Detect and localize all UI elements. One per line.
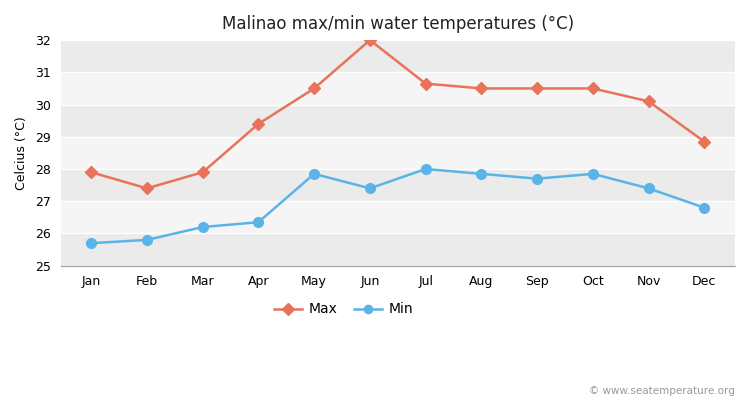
Min xyxy=(365,186,374,191)
Min xyxy=(422,167,430,172)
Min xyxy=(310,172,319,176)
Bar xyxy=(61,201,735,234)
Min xyxy=(532,176,542,181)
Min xyxy=(477,172,486,176)
Title: Malinao max/min water temperatures (°C): Malinao max/min water temperatures (°C) xyxy=(222,15,574,33)
Min xyxy=(254,220,263,224)
Bar xyxy=(61,72,735,104)
Bar xyxy=(61,40,735,72)
Bar xyxy=(61,104,735,137)
Y-axis label: Celcius (°C): Celcius (°C) xyxy=(15,116,28,190)
Legend: Max, Min: Max, Min xyxy=(268,297,419,322)
Max xyxy=(254,122,263,126)
Min xyxy=(142,238,152,242)
Max xyxy=(588,86,597,91)
Max xyxy=(87,170,96,175)
Min xyxy=(700,205,709,210)
Max xyxy=(422,81,430,86)
Bar xyxy=(61,234,735,266)
Min xyxy=(588,172,597,176)
Max xyxy=(644,99,653,104)
Max xyxy=(198,170,207,175)
Line: Min: Min xyxy=(86,164,710,248)
Min xyxy=(644,186,653,191)
Max xyxy=(365,38,374,42)
Max xyxy=(532,86,542,91)
Bar xyxy=(61,169,735,201)
Min xyxy=(198,225,207,230)
Max xyxy=(477,86,486,91)
Min xyxy=(87,241,96,246)
Bar xyxy=(61,137,735,169)
Max xyxy=(310,86,319,91)
Max xyxy=(700,139,709,144)
Max xyxy=(142,186,152,191)
Text: © www.seatemperature.org: © www.seatemperature.org xyxy=(590,386,735,396)
Line: Max: Max xyxy=(87,36,709,192)
